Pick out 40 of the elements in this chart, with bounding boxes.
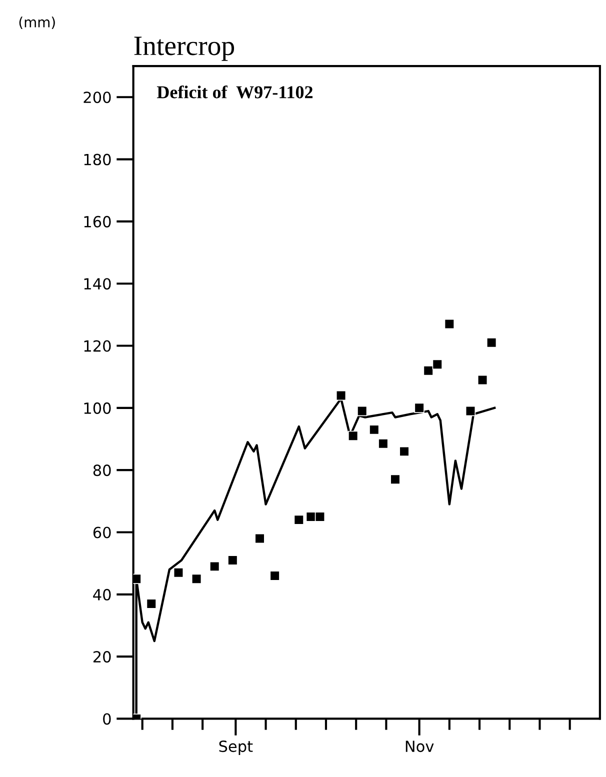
point: [336, 390, 346, 401]
y-tick-label: 60: [93, 526, 111, 538]
point: [369, 424, 380, 435]
point: [306, 512, 316, 522]
point: [228, 555, 238, 566]
y-tick-label: 200: [84, 92, 111, 104]
point: [423, 366, 434, 376]
point: [477, 374, 488, 386]
chart-title: Intercrop: [134, 36, 234, 61]
point: [399, 446, 410, 457]
y-tick-label: 100: [84, 402, 111, 414]
y-axis-title: (mm): [19, 16, 55, 30]
point: [348, 430, 358, 441]
y-tick-label: 20: [93, 651, 111, 663]
annotation: Deficit of W97-1102: [156, 85, 313, 98]
x-tick-label: Sept: [219, 740, 253, 756]
point: [210, 561, 220, 572]
point: [294, 514, 304, 525]
point: [432, 359, 442, 370]
y-tick-label: 120: [84, 340, 111, 352]
y-tick-label: 40: [93, 588, 111, 600]
point: [314, 512, 326, 522]
point: [357, 406, 368, 416]
y-tick-label: 160: [84, 216, 111, 228]
point: [378, 438, 388, 449]
point: [465, 406, 476, 416]
point: [173, 568, 184, 578]
y-tick-label: 180: [84, 154, 111, 166]
point: [390, 474, 400, 484]
y-tick-label: 0: [103, 713, 111, 725]
point: [414, 402, 424, 414]
y-tick-label: 140: [84, 278, 111, 290]
y-tick-label: 80: [93, 464, 111, 476]
point: [191, 574, 202, 584]
x-tick-label: Nov: [406, 740, 434, 752]
point: [486, 338, 497, 348]
point: [270, 570, 280, 581]
point: [444, 318, 454, 330]
point: [254, 533, 265, 544]
point: [146, 598, 156, 609]
